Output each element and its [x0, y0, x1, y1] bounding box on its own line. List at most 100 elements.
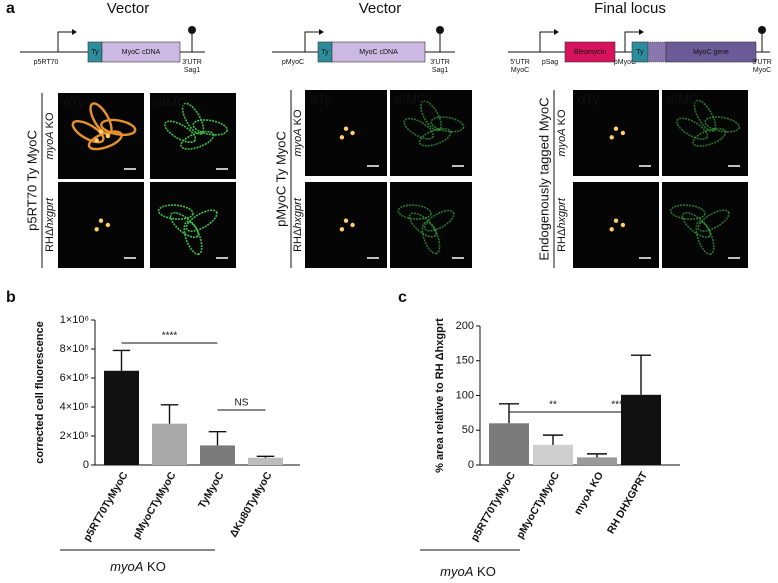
- y-tick-label: 200: [456, 320, 474, 332]
- column-title: Final locus: [594, 0, 666, 17]
- parasite: [681, 211, 712, 239]
- bar: [248, 457, 283, 465]
- diagram-label: 5'UTR: [510, 59, 530, 66]
- diagram-label: Sag1: [432, 67, 448, 74]
- micrograph: [305, 182, 387, 268]
- y-tick-label: 100: [456, 389, 474, 401]
- apical-spot: [94, 227, 99, 232]
- text-part: KO: [143, 559, 165, 574]
- apical-spot: [350, 222, 355, 228]
- gene-box: [331, 41, 426, 63]
- apical-spot: [620, 130, 626, 136]
- y-axis-label: corrected cell fluorescence: [34, 321, 46, 463]
- panel-label: b: [6, 289, 16, 306]
- apical-spot: [343, 218, 349, 223]
- marker-box: [564, 41, 616, 63]
- stain-label: αTy: [578, 91, 600, 106]
- apical-spot: [339, 227, 345, 232]
- row-label: myoA KO: [292, 109, 304, 157]
- stain-label: αIMC: [155, 94, 186, 109]
- column-title: Vector: [107, 0, 150, 17]
- apical-spot: [343, 126, 349, 131]
- text-part: hxgprt: [292, 197, 304, 229]
- parasite: [100, 118, 137, 137]
- error-bar: [256, 455, 275, 458]
- apical-spot: [613, 126, 619, 131]
- significance-label: ****: [611, 400, 627, 411]
- diagram-label: 3'UTR: [430, 59, 450, 66]
- y-tick-label: 8×10⁵: [60, 343, 89, 355]
- apical-spot: [613, 218, 619, 223]
- text-part: KO: [44, 112, 56, 131]
- y-tick-label: 50: [462, 424, 474, 436]
- y-tick-label: 4×10⁵: [60, 401, 89, 413]
- error-bar: [499, 403, 519, 424]
- micrograph: [305, 90, 387, 176]
- stain-label: αTy: [63, 94, 85, 109]
- gene-box-label: MyoC gene: [693, 49, 729, 56]
- text-part: KO: [556, 109, 568, 128]
- text-part: RHΔ: [292, 228, 304, 252]
- diagram-label: Sag1: [184, 67, 200, 74]
- gene-box: [665, 41, 757, 63]
- diagram-label: MyoC: [511, 67, 529, 74]
- x-tick-label: ΔKu80TyMyoC: [227, 470, 274, 540]
- parasite: [397, 204, 432, 220]
- y-tick-label: 2×10⁵: [60, 430, 89, 442]
- promoter-arrow: [624, 31, 639, 52]
- terminator-head: [436, 26, 444, 34]
- x-tick-label: p5RT70TyMyoC: [81, 470, 131, 544]
- parasite: [695, 220, 715, 256]
- y-tick-label: 0: [468, 459, 474, 471]
- parasite: [430, 116, 465, 133]
- arrow-head: [639, 29, 644, 35]
- panel-label: a: [6, 0, 15, 17]
- diagram-label: pMyoC: [282, 59, 304, 66]
- tag-box-label: Ty: [321, 49, 329, 56]
- x-tick-label: p5RT70TyMyoC: [469, 470, 519, 544]
- apical-spot: [94, 138, 99, 143]
- micrograph: [390, 182, 472, 268]
- marker-box-label: Bleomycin: [574, 49, 606, 56]
- apical-spot: [98, 129, 104, 134]
- diagram-label: p5RT70: [34, 59, 59, 66]
- stain-label: αIMC: [395, 91, 426, 106]
- bar: [489, 423, 529, 465]
- text-part: KO: [292, 109, 304, 128]
- parasite: [418, 127, 452, 147]
- significance-label: ****: [162, 331, 178, 342]
- parasite: [421, 221, 441, 255]
- text-part: myoA: [440, 564, 473, 579]
- linker-box: [647, 41, 667, 63]
- arrow-head: [72, 29, 77, 35]
- text-part: myoA: [44, 131, 56, 159]
- x-tick-label: myoA KO: [572, 470, 606, 517]
- gene-box-label: MyoC cDNA: [359, 49, 398, 56]
- micrograph: [573, 182, 659, 268]
- apical-spot: [339, 135, 345, 140]
- column-title: Vector: [359, 0, 402, 17]
- apical-spot: [609, 227, 614, 232]
- diagram-label: pMyoC: [614, 59, 636, 66]
- terminator-head: [758, 26, 766, 34]
- micrograph: [58, 182, 144, 268]
- gene-box: [101, 41, 181, 63]
- parasite: [181, 102, 205, 135]
- text-part: KO: [473, 564, 495, 579]
- y-tick-label: 0: [83, 459, 89, 471]
- tag-box-label: Ty: [91, 49, 99, 56]
- gene-box-label: MyoC cDNA: [122, 49, 161, 56]
- diagram-label: pSag: [542, 59, 558, 66]
- row-label: myoA KO: [556, 109, 568, 157]
- row-label: RHΔhxgprt: [556, 197, 568, 252]
- parasite: [697, 209, 730, 232]
- parasite: [71, 120, 105, 144]
- error-bar: [587, 453, 607, 458]
- error-bar: [543, 434, 563, 445]
- terminator-head: [188, 26, 196, 34]
- promoter-arrow: [539, 31, 554, 52]
- promoter-arrow: [304, 31, 319, 52]
- x-tick-label: pMyoCTyMyoC: [131, 470, 179, 541]
- bar: [104, 370, 139, 465]
- parasite: [169, 211, 200, 239]
